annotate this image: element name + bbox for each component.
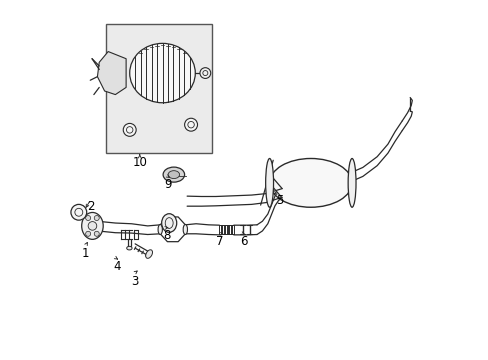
Ellipse shape bbox=[347, 158, 355, 207]
Text: 4: 4 bbox=[113, 260, 121, 273]
Circle shape bbox=[184, 118, 197, 131]
Bar bbox=[106, 24, 212, 153]
Polygon shape bbox=[97, 51, 126, 95]
Text: 8: 8 bbox=[163, 229, 170, 242]
Circle shape bbox=[85, 216, 90, 221]
Ellipse shape bbox=[265, 158, 273, 207]
Ellipse shape bbox=[163, 167, 184, 182]
Ellipse shape bbox=[168, 171, 179, 179]
Circle shape bbox=[85, 231, 90, 236]
Circle shape bbox=[88, 222, 97, 230]
Ellipse shape bbox=[183, 225, 187, 234]
Text: 10: 10 bbox=[132, 156, 147, 169]
Circle shape bbox=[94, 231, 99, 236]
Text: 6: 6 bbox=[239, 235, 246, 248]
Ellipse shape bbox=[126, 246, 132, 250]
Circle shape bbox=[200, 68, 210, 78]
Ellipse shape bbox=[162, 214, 176, 232]
Ellipse shape bbox=[145, 250, 152, 258]
Circle shape bbox=[94, 216, 99, 221]
Text: 9: 9 bbox=[164, 178, 172, 191]
Ellipse shape bbox=[269, 158, 351, 207]
Text: 7: 7 bbox=[216, 235, 224, 248]
Ellipse shape bbox=[129, 43, 195, 103]
Text: 3: 3 bbox=[130, 275, 138, 288]
Text: 5: 5 bbox=[275, 194, 283, 207]
Text: 2: 2 bbox=[87, 201, 95, 213]
Ellipse shape bbox=[158, 225, 162, 234]
Circle shape bbox=[71, 204, 86, 220]
Ellipse shape bbox=[81, 212, 103, 239]
Text: 1: 1 bbox=[81, 247, 89, 260]
Circle shape bbox=[123, 123, 136, 136]
